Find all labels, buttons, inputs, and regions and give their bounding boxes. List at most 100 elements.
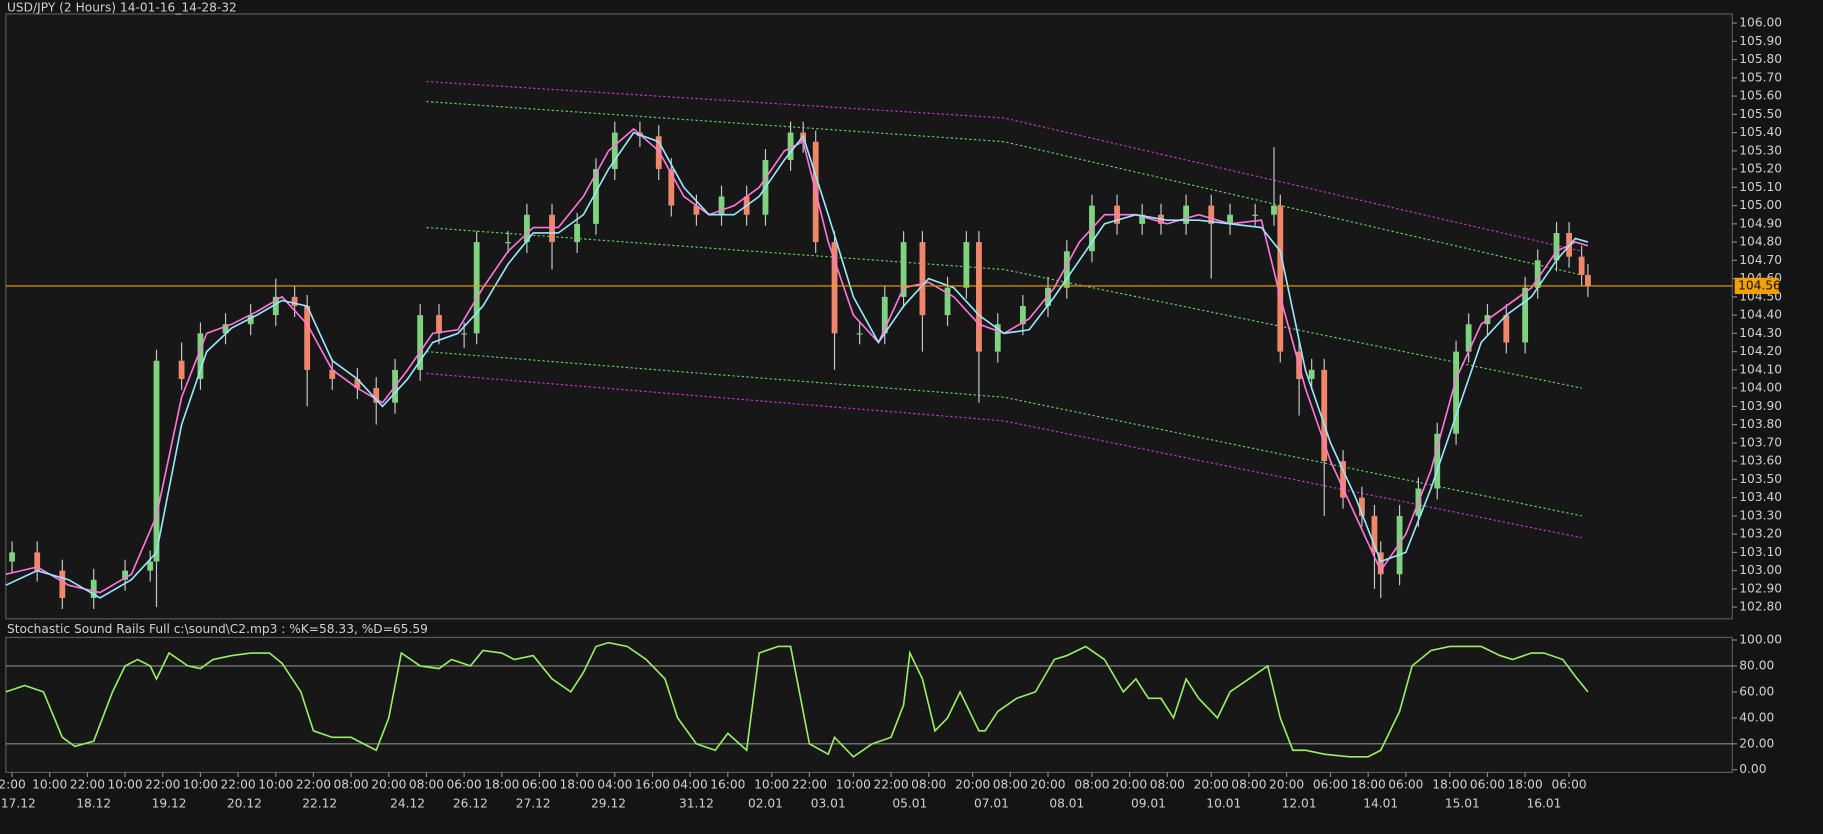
candle-body (222, 324, 229, 334)
x-tick-label: 08:00 (1231, 778, 1266, 792)
date-label: 26.12 (453, 796, 488, 810)
y-tick-label: 80.00 (1739, 658, 1774, 672)
y-tick-label: 104.00 (1739, 381, 1782, 395)
x-tick-label: 18:00 (1508, 778, 1543, 792)
date-label: 22.12 (302, 796, 337, 810)
y-tick-label: 105.60 (1739, 89, 1782, 103)
candle-body (976, 242, 982, 352)
x-tick-label: 22:00 (221, 778, 256, 792)
y-tick-label: 40.00 (1739, 710, 1774, 724)
current-price-label: 104.56 (1738, 278, 1781, 292)
date-label: 14.01 (1363, 796, 1398, 810)
x-tick-label: 22:00 (792, 778, 827, 792)
y-tick-label: 103.60 (1739, 454, 1782, 468)
y-tick-label: 105.90 (1739, 34, 1782, 48)
date-label: 16.01 (1527, 796, 1562, 810)
candle-body (417, 315, 424, 370)
current-price-box (1734, 277, 1779, 295)
y-tick-label: 105.00 (1739, 198, 1782, 212)
x-tick-label: 08:00 (1150, 778, 1185, 792)
candle-body (354, 378, 361, 389)
candle-body (147, 561, 154, 571)
candle-body (944, 287, 951, 316)
y-tick-label: 100.00 (1739, 633, 1782, 647)
y-tick-label: 103.80 (1739, 417, 1782, 431)
channel-line (426, 372, 1582, 539)
candle-body (178, 360, 185, 379)
candle-body (272, 296, 279, 316)
candle-body (436, 315, 442, 334)
candle-body (919, 242, 926, 316)
candle-body (1019, 305, 1026, 325)
candle-body (881, 296, 888, 334)
date-label: 09.01 (1131, 796, 1166, 810)
candle-body (1063, 251, 1070, 288)
candle-body (994, 324, 1001, 352)
candle-body (1553, 232, 1560, 261)
candle-body (9, 552, 15, 562)
x-tick-label: 06:00 (1313, 778, 1348, 792)
candle-body (329, 369, 336, 379)
candle-body (593, 169, 599, 224)
candle-body (461, 333, 468, 335)
x-tick-label: 20:00 (1194, 778, 1229, 792)
candle-body (718, 196, 725, 215)
x-tick-label: 06:00 (447, 778, 482, 792)
x-tick-label: 10:00 (754, 778, 789, 792)
candle-body (247, 315, 254, 325)
x-tick-label: 08:00 (409, 778, 444, 792)
candle-body (1358, 497, 1365, 516)
x-tick-label: 06:00 (522, 778, 557, 792)
date-label: 27.12 (516, 796, 551, 810)
candle-body (1183, 205, 1190, 224)
stochastic-pane (5, 636, 1733, 773)
y-tick-label: 106.00 (1739, 16, 1782, 30)
x-tick-label: 2:00 (0, 778, 26, 792)
candle-body (1252, 214, 1259, 216)
y-tick-label: 104.10 (1739, 362, 1782, 376)
y-tick-label: 105.10 (1739, 180, 1782, 194)
x-tick-label: 10:00 (836, 778, 871, 792)
x-tick-label: 04:00 (597, 778, 632, 792)
channel-line (426, 226, 1582, 389)
candle-body (831, 242, 838, 334)
x-tick-label: 18:00 (484, 778, 519, 792)
candle-body (34, 552, 41, 571)
candle-body (787, 132, 794, 160)
candle-body (291, 296, 298, 306)
date-label: 15.01 (1445, 796, 1480, 810)
channel-line (426, 351, 1582, 517)
candle-body (153, 360, 160, 562)
candle-body (1308, 369, 1315, 379)
candle-body (1045, 287, 1051, 306)
y-tick-label: 103.20 (1739, 527, 1782, 541)
y-tick-label: 104.90 (1739, 216, 1782, 230)
candle-body (473, 242, 480, 334)
candle-body (1227, 214, 1233, 224)
date-label: 08.01 (1049, 796, 1084, 810)
y-tick-label: 105.70 (1739, 70, 1782, 84)
candle-body (1396, 515, 1403, 575)
x-tick-label: 20:00 (955, 778, 990, 792)
x-tick-label: 20:00 (1112, 778, 1147, 792)
moving-average (5, 131, 1589, 599)
date-label: 31.12 (679, 796, 714, 810)
x-tick-label: 18:00 (1432, 778, 1467, 792)
x-tick-label: 08:00 (334, 778, 369, 792)
price-pane (5, 13, 1733, 620)
x-tick-label: 22:00 (145, 778, 180, 792)
candle-body (373, 388, 380, 403)
date-label: 07.01 (974, 796, 1009, 810)
date-label: 03.01 (811, 796, 846, 810)
candle-body (197, 333, 204, 379)
candle-body (1340, 461, 1346, 498)
y-tick-label: 105.30 (1739, 143, 1782, 157)
candle-body (1465, 324, 1472, 352)
x-tick-label: 18:00 (1351, 778, 1386, 792)
chart-title: USD/JPY (2 Hours) 14-01-16_14-28-32 (7, 1, 237, 15)
candle-body (90, 579, 97, 599)
candle-body (1271, 205, 1277, 215)
x-tick-label: 04:00 (673, 778, 708, 792)
date-label: 10.01 (1206, 796, 1241, 810)
